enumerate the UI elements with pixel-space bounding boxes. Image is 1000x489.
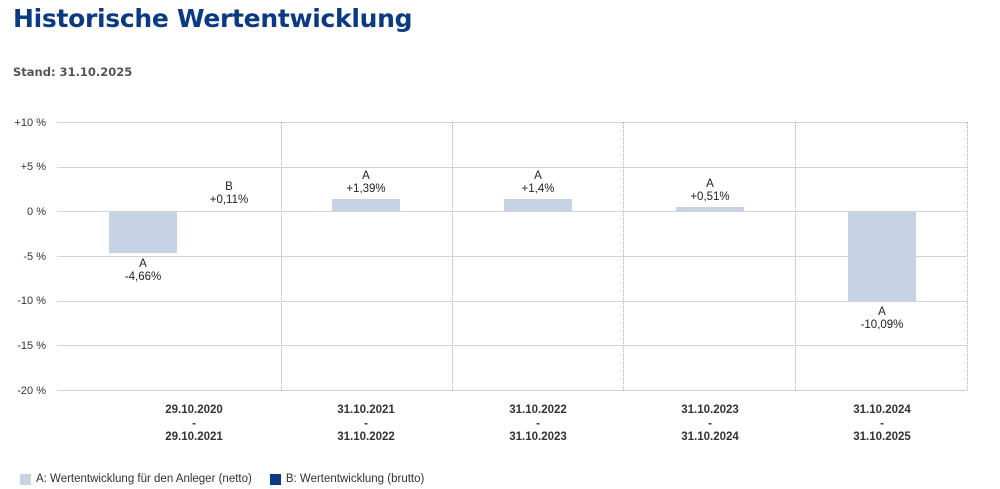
category-separator: [281, 122, 282, 390]
y-tick: -15 %: [17, 340, 46, 352]
y-tick: -5 %: [23, 251, 46, 263]
period-end: 31.10.2023: [509, 431, 567, 443]
period-separator: -: [536, 417, 540, 430]
value-label: -10,09%: [860, 319, 904, 331]
period-end: 29.10.2021: [165, 431, 223, 443]
y-tick: -10 %: [17, 295, 46, 307]
zero-line: [57, 211, 967, 212]
legend-label-b: B: Wertentwicklung (brutto): [285, 473, 425, 485]
as-of-date: Stand: 31.10.2025: [13, 65, 133, 79]
period-end: 31.10.2025: [853, 431, 911, 443]
period-separator: -: [364, 417, 368, 430]
data-label-2024-2025-a: A -10,09%: [842, 306, 922, 332]
bar-a-2024-2025[interactable]: [848, 212, 916, 301]
y-tick: -20 %: [17, 385, 46, 397]
period-start: 31.10.2022: [509, 404, 567, 416]
period-separator: -: [192, 417, 196, 430]
value-label: +0,11%: [209, 194, 249, 206]
period-separator: -: [880, 417, 884, 430]
data-label-2020-2021-a: A -4,66%: [103, 258, 183, 284]
gridline: [57, 301, 967, 302]
period-end: 31.10.2024: [681, 431, 739, 443]
series-letter: A: [706, 178, 714, 190]
data-label-2023-2024-a: A +0,51%: [670, 178, 750, 204]
value-label: +1,4%: [521, 183, 555, 195]
series-letter: B: [225, 181, 233, 193]
gridline: [57, 167, 967, 168]
gridline: [57, 390, 967, 391]
bar-a-2021-2022[interactable]: [332, 199, 400, 211]
gridline: [57, 122, 967, 123]
bar-a-2022-2023[interactable]: [504, 199, 572, 211]
bar-a-2023-2024[interactable]: [676, 207, 744, 211]
legend-swatch-b-icon: [269, 473, 281, 485]
x-category: 31.10.2023 - 31.10.2024: [650, 404, 770, 445]
data-label-2021-2022-a: A +1,39%: [326, 170, 406, 196]
y-tick: 0 %: [27, 206, 46, 218]
period-end: 31.10.2022: [337, 431, 395, 443]
y-tick: +10 %: [14, 117, 47, 129]
category-separator: [452, 122, 453, 390]
category-separator: [623, 122, 624, 390]
data-label-2022-2023-a: A +1,4%: [498, 170, 578, 196]
x-category: 31.10.2022 - 31.10.2023: [478, 404, 598, 445]
period-separator: -: [708, 417, 712, 430]
legend-item-a[interactable]: A: Wertentwicklung für den Anleger (nett…: [20, 473, 252, 485]
value-label: -4,66%: [124, 271, 162, 283]
y-tick: +5 %: [20, 161, 46, 173]
period-start: 31.10.2023: [681, 404, 739, 416]
period-start: 31.10.2024: [853, 404, 911, 416]
legend-item-b[interactable]: B: Wertentwicklung (brutto): [269, 473, 425, 485]
x-category: 29.10.2020 - 29.10.2021: [134, 404, 254, 445]
page-title: Historische Wertentwicklung: [13, 4, 413, 33]
series-letter: A: [139, 258, 147, 270]
gridline: [57, 256, 967, 257]
series-letter: A: [878, 306, 886, 318]
series-letter: A: [534, 170, 542, 182]
category-separator: [967, 122, 968, 390]
legend-swatch-a-icon: [20, 473, 31, 485]
gridline: [57, 345, 967, 346]
series-letter: A: [362, 170, 370, 182]
x-category: 31.10.2024 - 31.10.2025: [822, 404, 942, 445]
period-start: 31.10.2021: [337, 404, 395, 416]
legend-label-a: A: Wertentwicklung für den Anleger (nett…: [36, 473, 252, 485]
chart-legend: A: Wertentwicklung für den Anleger (nett…: [20, 473, 442, 485]
period-start: 29.10.2020: [165, 404, 223, 416]
value-label: +0,51%: [690, 191, 730, 203]
value-label: +1,39%: [346, 183, 386, 195]
bar-a-2020-2021[interactable]: [109, 212, 177, 253]
data-label-2020-2021-b: B +0,11%: [189, 181, 269, 207]
x-category: 31.10.2021 - 31.10.2022: [306, 404, 426, 445]
category-separator: [795, 122, 796, 390]
